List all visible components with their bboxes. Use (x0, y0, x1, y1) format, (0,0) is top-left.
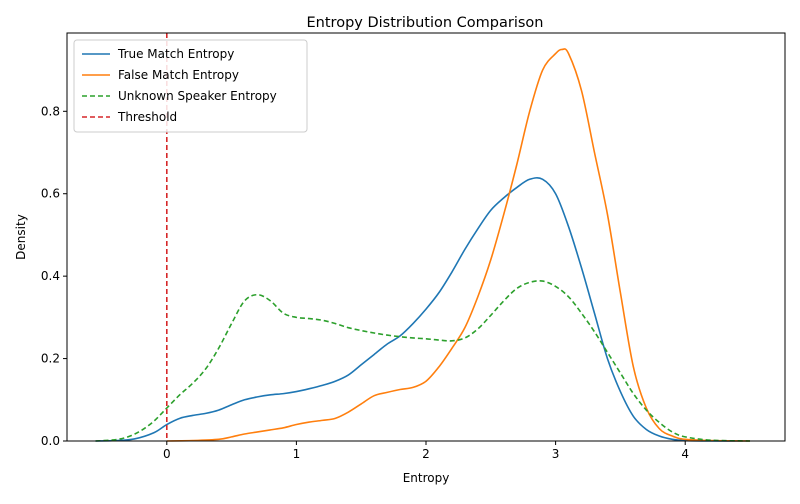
x-tick-label: 1 (293, 447, 301, 461)
y-tick-label: 0.6 (41, 187, 60, 201)
y-tick-label: 0.8 (41, 104, 60, 118)
series-line-1 (95, 177, 751, 442)
y-tick-label: 0.4 (41, 269, 60, 283)
series-line-2 (166, 48, 751, 442)
axis-ticks: 0 1 2 3 4 0.0 0.2 0.4 0.6 0.8 (41, 104, 689, 461)
y-tick-label: 0.0 (41, 434, 60, 448)
y-axis-label: Density (14, 214, 28, 260)
legend-label: Unknown Speaker Entropy (118, 89, 277, 103)
x-tick-label: 3 (552, 447, 560, 461)
x-tick-label: 4 (681, 447, 689, 461)
legend-box (73, 39, 308, 133)
legend: True Match Entropy False Match Entropy Unk… (73, 39, 308, 133)
chart-title: Entropy Distribution Comparison (307, 15, 544, 31)
x-axis-label: Entropy (403, 471, 450, 485)
legend-label: Threshold (117, 110, 177, 124)
legend-label: True Match Entropy (117, 47, 234, 61)
x-tick-label: 2 (422, 447, 430, 461)
legend-label: False Match Entropy (118, 68, 239, 82)
series-line-3 (95, 280, 751, 442)
y-tick-label: 0.2 (41, 352, 60, 366)
x-tick-label: 0 (163, 447, 171, 461)
